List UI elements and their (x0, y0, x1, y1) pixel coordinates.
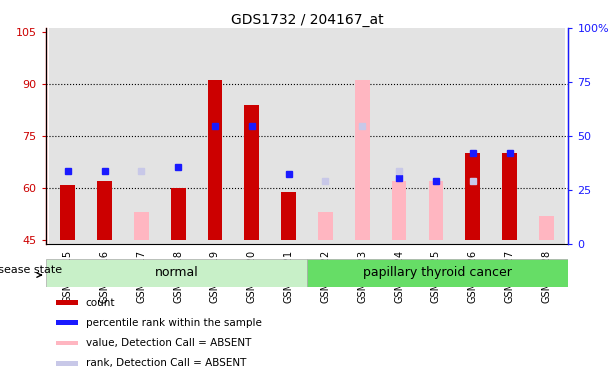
Bar (392, 181, 407, 240)
Bar (244, 105, 259, 240)
Bar (86, 28, 123, 244)
Text: value, Detection Call = ABSENT: value, Detection Call = ABSENT (86, 338, 251, 348)
Bar (429, 233, 443, 240)
Bar (318, 213, 333, 240)
Bar (207, 80, 223, 240)
Bar (56, 340, 78, 345)
Bar (123, 28, 160, 244)
Bar (528, 28, 565, 244)
Bar (56, 300, 78, 305)
Bar (491, 28, 528, 244)
Text: disease state: disease state (0, 265, 62, 275)
Bar (196, 28, 233, 244)
Bar (307, 259, 568, 287)
Bar (270, 28, 307, 244)
Bar (233, 28, 270, 244)
Bar (60, 184, 75, 240)
Bar (502, 153, 517, 240)
Bar (160, 28, 196, 244)
Text: count: count (86, 298, 116, 308)
Bar (171, 188, 185, 240)
Bar (56, 321, 78, 325)
Bar (344, 28, 381, 244)
Text: normal: normal (154, 266, 198, 279)
Bar (418, 28, 454, 244)
Bar (429, 181, 443, 240)
Title: GDS1732 / 204167_at: GDS1732 / 204167_at (230, 13, 384, 27)
Bar (465, 153, 480, 240)
Text: percentile rank within the sample: percentile rank within the sample (86, 318, 261, 328)
Text: rank, Detection Call = ABSENT: rank, Detection Call = ABSENT (86, 358, 246, 368)
Bar (307, 28, 344, 244)
Bar (46, 259, 307, 287)
Bar (539, 216, 554, 240)
Bar (97, 181, 112, 240)
Bar (134, 213, 149, 240)
Bar (454, 28, 491, 244)
Bar (355, 80, 370, 240)
Bar (49, 28, 86, 244)
Text: papillary thyroid cancer: papillary thyroid cancer (364, 266, 512, 279)
Bar (381, 28, 418, 244)
Bar (56, 361, 78, 366)
Bar (282, 192, 296, 240)
